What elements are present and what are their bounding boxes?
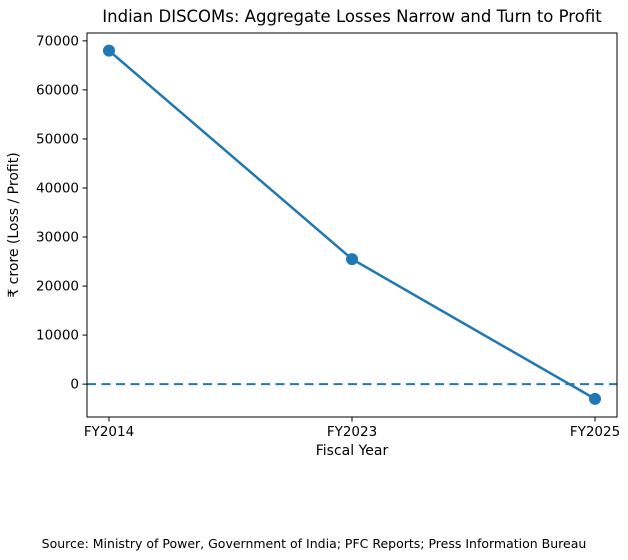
y-tick-label: 50000 [36, 131, 79, 147]
series-line [107, 49, 597, 401]
data-point-marker [346, 253, 358, 266]
x-tick-label: FY2025 [570, 424, 620, 440]
y-tick-label: 60000 [36, 82, 79, 98]
x-tick-label: FY2014 [84, 424, 134, 440]
x-tick-label: FY2023 [327, 424, 377, 440]
chart-title: Indian DISCOMs: Aggregate Losses Narrow … [102, 7, 602, 26]
data-point-marker [103, 44, 115, 57]
y-tick-label: 70000 [36, 33, 79, 49]
y-tick-label: 10000 [36, 328, 79, 344]
y-tick-label: 30000 [36, 230, 79, 246]
y-tick-label: 20000 [36, 279, 79, 295]
source-note: Source: Ministry of Power, Government of… [41, 536, 587, 551]
y-tick-label: 40000 [36, 180, 79, 196]
plot-frame [86, 32, 618, 418]
y-tick-label: 0 [70, 377, 79, 393]
x-axis-label: Fiscal Year [315, 443, 389, 459]
data-point-marker [589, 392, 601, 405]
